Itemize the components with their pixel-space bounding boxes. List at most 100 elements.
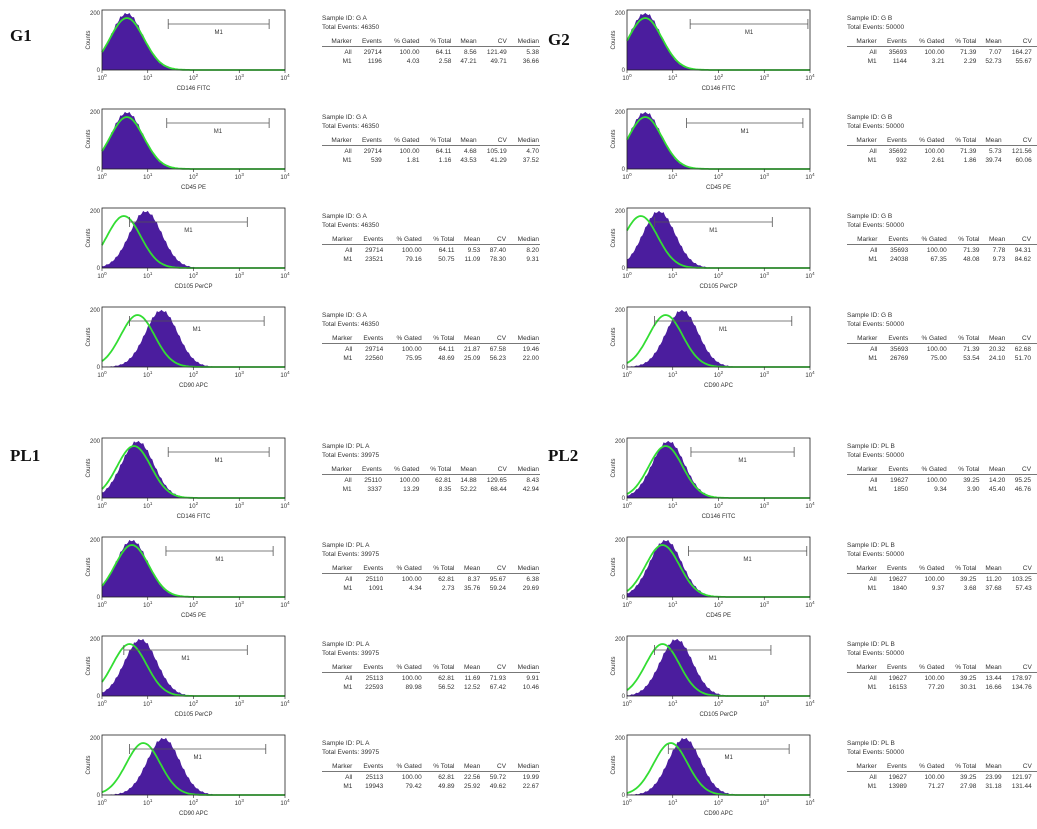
histogram-panel: M1 0 200 Counts 100 101 102 103 104 CD105 PerCP Sa… — [547, 632, 1037, 730]
column-header: Mean — [977, 136, 1003, 146]
table-cell: 23.99 — [985, 774, 1002, 781]
x-axis-label: CD146 FITC — [702, 86, 736, 92]
column-header: Mean — [980, 465, 1007, 475]
table-cell: 9.31 — [526, 256, 539, 263]
table-cell: 932 — [895, 157, 907, 164]
x-tick-label: 100 — [97, 73, 107, 82]
group-label-g1: G1 — [10, 26, 32, 45]
y-tick-label: 0 — [622, 167, 626, 173]
column-header: Events — [877, 762, 908, 772]
x-axis-label: CD45 PE — [181, 185, 206, 191]
total-events: Total Events: 39975 — [322, 749, 380, 756]
column-header: Median — [1032, 136, 1037, 146]
total-events: Total Events: 50000 — [847, 24, 905, 31]
stats-block: Sample ID: G A Total Events: 46350 Marker E… — [322, 311, 544, 363]
table-cell: 47.21 — [460, 58, 477, 65]
table-cell: M1 — [342, 58, 352, 65]
table-cell: M1 — [867, 585, 877, 592]
column-header: Mean — [455, 235, 482, 245]
x-tick-label: 104 — [280, 600, 290, 609]
y-tick-label: 0 — [622, 595, 626, 601]
total-events: Total Events: 39975 — [322, 551, 380, 558]
sample-histogram — [627, 539, 810, 597]
table-cell: 75.95 — [405, 355, 422, 362]
table-cell: 8.43 — [526, 477, 539, 484]
column-header: % Gated — [384, 663, 423, 673]
histogram-panel: M1 0 200 Counts 100 101 102 103 104 CD45 PE Sample… — [22, 105, 542, 203]
table-cell: 29714 — [365, 247, 384, 254]
column-header: Mean — [980, 235, 1007, 245]
x-tick-label: 103 — [235, 73, 245, 82]
x-axis-label: CD90 APC — [179, 383, 209, 389]
x-tick-label: 101 — [668, 370, 678, 379]
y-tick-label: 0 — [97, 365, 101, 371]
column-header: % Total — [422, 334, 456, 344]
x-axis-label: CD105 PerCP — [699, 712, 737, 718]
x-tick-label: 100 — [97, 370, 107, 379]
x-tick-label: 103 — [760, 172, 770, 181]
table-cell: 105.19 — [486, 148, 507, 155]
x-tick-label: 102 — [714, 699, 724, 708]
column-header: % Total — [422, 235, 456, 245]
table-cell: 21.87 — [463, 346, 481, 353]
sample-histogram — [627, 440, 810, 498]
table-row: All 19627 100.00 39.25 11.20 103.258.86 — [847, 574, 1037, 585]
y-tick-label: 0 — [97, 167, 101, 173]
table-row: All 19627 100.00 39.25 14.20 95.2510.46 — [847, 475, 1037, 486]
table-cell: M1 — [868, 355, 878, 362]
y-tick-label: 0 — [97, 266, 101, 272]
table-row: All 19627 100.00 39.25 13.44 178.9710.84 — [847, 673, 1037, 684]
x-tick-label: 102 — [189, 798, 199, 807]
sample-histogram — [102, 737, 285, 795]
gate-label: M1 — [193, 327, 202, 333]
column-header: % Total — [945, 564, 978, 574]
column-header: Median — [1032, 334, 1037, 344]
table-cell: All — [345, 346, 353, 353]
column-header: % Gated — [907, 564, 946, 574]
table-cell: 22560 — [365, 355, 384, 362]
column-header: Marker — [322, 564, 354, 574]
column-header: Median — [1032, 663, 1037, 673]
x-tick-label: 104 — [805, 798, 815, 807]
x-tick-label: 104 — [280, 73, 290, 82]
total-events: Total Events: 50000 — [847, 222, 905, 229]
column-header: % Total — [947, 465, 981, 475]
table-cell: M1 — [867, 157, 877, 164]
histogram-chart: M1 0 200 Counts 100 101 102 103 104 CD105 PerCP — [611, 207, 815, 290]
histogram-chart: M1 0 200 Counts 100 101 102 103 104 CD90 APC — [86, 306, 290, 389]
sample-id: Sample ID: PL B — [847, 641, 895, 648]
column-header: % Gated — [907, 762, 946, 772]
table-cell: All — [870, 346, 878, 353]
gate-label: M1 — [184, 228, 193, 234]
table-cell: 75.00 — [930, 355, 947, 362]
column-header: Events — [353, 663, 385, 673]
table-cell: 42.55 — [1033, 57, 1037, 66]
sample-id: Sample ID: PL A — [322, 740, 370, 747]
table-cell: 2.73 — [441, 585, 455, 592]
sample-id: Sample ID: PL A — [322, 443, 370, 450]
column-header: Marker — [322, 37, 353, 47]
table-cell: 46.76 — [1014, 486, 1032, 493]
sample-id: Sample ID: G A — [322, 114, 367, 121]
x-tick-label: 104 — [280, 699, 290, 708]
x-axis-label: CD146 FITC — [702, 514, 736, 520]
table-cell: 100.00 — [399, 49, 420, 56]
stats-block: Sample ID: PL B Total Events: 50000 Marker… — [847, 442, 1037, 494]
gate-label: M1 — [743, 557, 752, 563]
sample-id: Sample ID: PL A — [322, 641, 370, 648]
column-header: Median — [507, 762, 540, 772]
y-axis-label: Counts — [86, 557, 92, 576]
column-header: Marker — [847, 136, 878, 146]
y-tick-label: 200 — [615, 209, 626, 215]
y-axis-label: Counts — [611, 327, 617, 346]
table-cell: 25113 — [365, 774, 384, 781]
x-tick-label: 103 — [235, 798, 245, 807]
total-events: Total Events: 46350 — [322, 24, 380, 31]
table-cell: 21.25 — [1033, 772, 1037, 783]
x-tick-label: 102 — [714, 798, 724, 807]
table-cell: 100.00 — [926, 477, 947, 484]
x-tick-label: 100 — [622, 172, 632, 181]
